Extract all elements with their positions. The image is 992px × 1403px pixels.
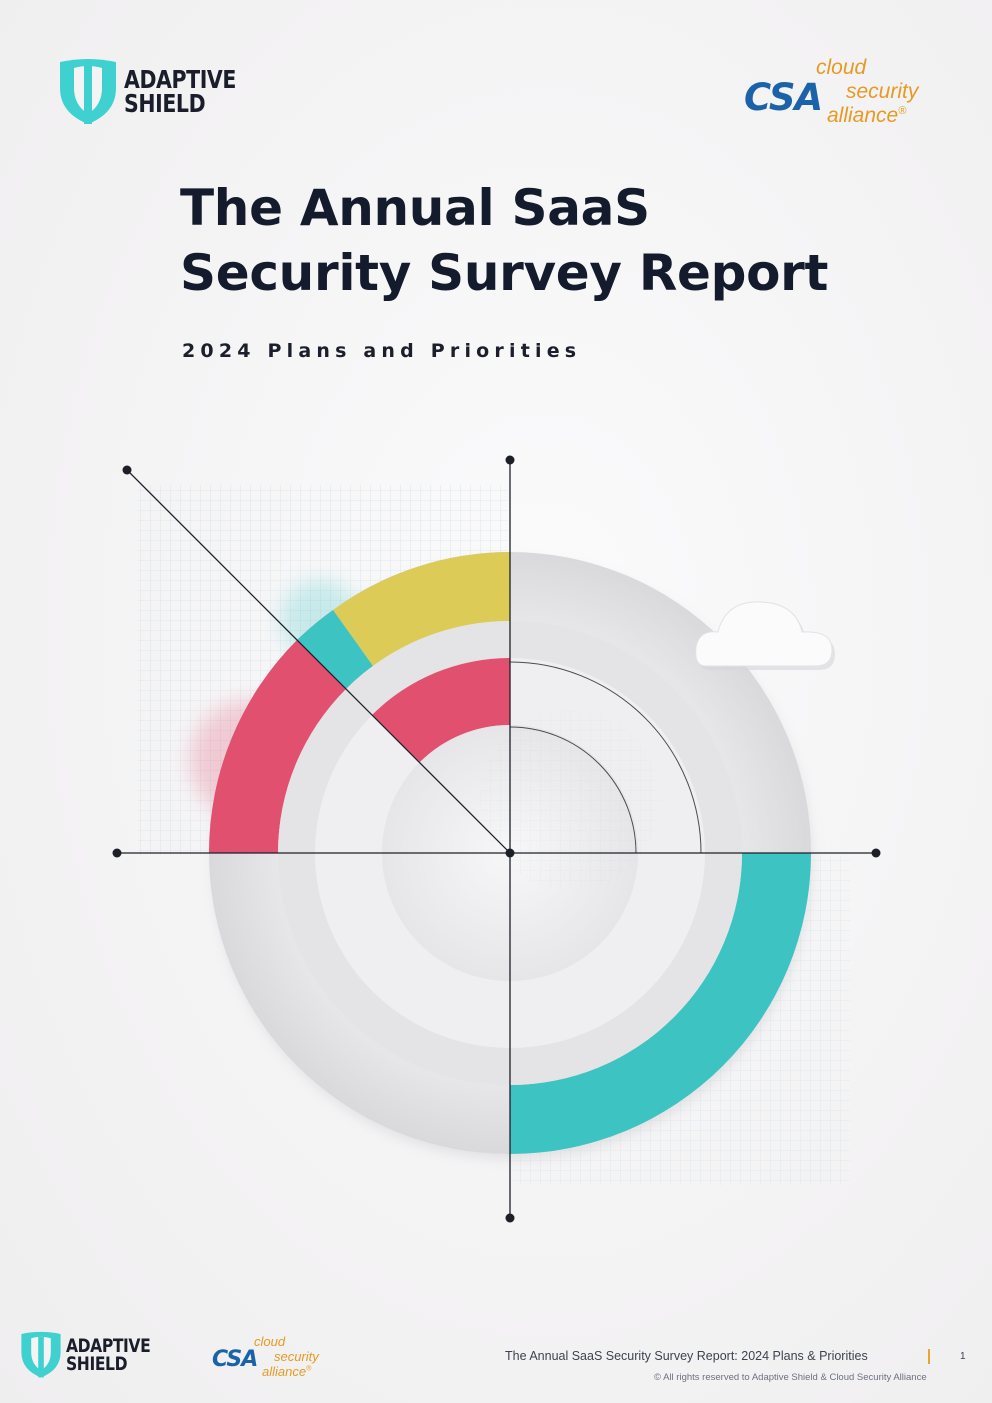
csa-logo-word-security: security — [846, 80, 919, 103]
axis-dot — [871, 848, 881, 858]
registered-mark: ® — [898, 105, 907, 117]
csa-logo-mark: CSA — [744, 76, 823, 119]
segment-pink-outer — [208, 640, 346, 853]
page-subtitle: 2024 Plans and Priorities — [182, 340, 582, 362]
copyright-notice: © All rights reserved to Adaptive Shield… — [654, 1372, 927, 1383]
footer-csa-logo-word-cloud: cloud — [254, 1334, 286, 1349]
axis-diagonal — [126, 469, 511, 854]
page-title-line1: The Annual SaaS — [180, 179, 650, 237]
adaptive-shield-logo: ADAPTIVE SHIELD — [58, 58, 261, 126]
segment-yellow — [333, 552, 510, 666]
cover-illustration — [112, 455, 881, 1223]
axis-dot — [505, 455, 515, 465]
shield-icon — [60, 59, 116, 124]
footer-csa-logo-mark: CSA — [212, 1347, 258, 1372]
registered-mark: ® — [306, 1365, 312, 1373]
segment-pink-inner — [372, 657, 510, 762]
shield-icon — [21, 1331, 61, 1378]
footer-csa-logo-word-alliance-text: alliance — [262, 1364, 307, 1379]
inner-arc-2 — [509, 726, 637, 854]
axis-dot — [122, 465, 132, 475]
axis-dot — [112, 848, 122, 858]
inner-arc-1 — [509, 661, 702, 854]
csa-logo-word-cloud: cloud — [816, 56, 867, 79]
axis-dot — [505, 1213, 515, 1223]
inner-circle-grid — [480, 710, 660, 890]
adaptive-shield-logo-line2: SHIELD — [124, 89, 206, 118]
segment-teal-large — [510, 853, 811, 1154]
csa-logo-word-alliance: alliance® — [827, 104, 906, 128]
footer-adaptive-shield-logo: ADAPTIVE SHIELD — [20, 1330, 169, 1380]
csa-logo: CSA cloud security alliance® — [744, 56, 944, 132]
footer-separator — [928, 1349, 930, 1364]
cloud-icon — [695, 601, 835, 670]
footer-report-title: The Annual SaaS Security Survey Report: … — [505, 1349, 868, 1363]
footer-adaptive-shield-logo-line2: SHIELD — [66, 1353, 128, 1375]
csa-logo-word-alliance-text: alliance — [827, 104, 899, 127]
footer-csa-logo-word-security: security — [274, 1349, 319, 1364]
page-title-line2: Security Survey Report — [180, 244, 829, 302]
axis-dot — [505, 848, 515, 858]
footer-csa-logo-word-alliance: alliance® — [262, 1364, 311, 1379]
page-number: 1 — [960, 1351, 966, 1362]
page-title: The Annual SaaS Security Survey Report — [180, 176, 900, 306]
footer-adaptive-shield-logo-line1: ADAPTIVE — [66, 1334, 151, 1357]
adaptive-shield-logo-line1: ADAPTIVE — [124, 65, 236, 95]
segment-teal-small — [297, 610, 373, 690]
footer-csa-logo: CSA cloud security alliance® — [212, 1334, 342, 1382]
